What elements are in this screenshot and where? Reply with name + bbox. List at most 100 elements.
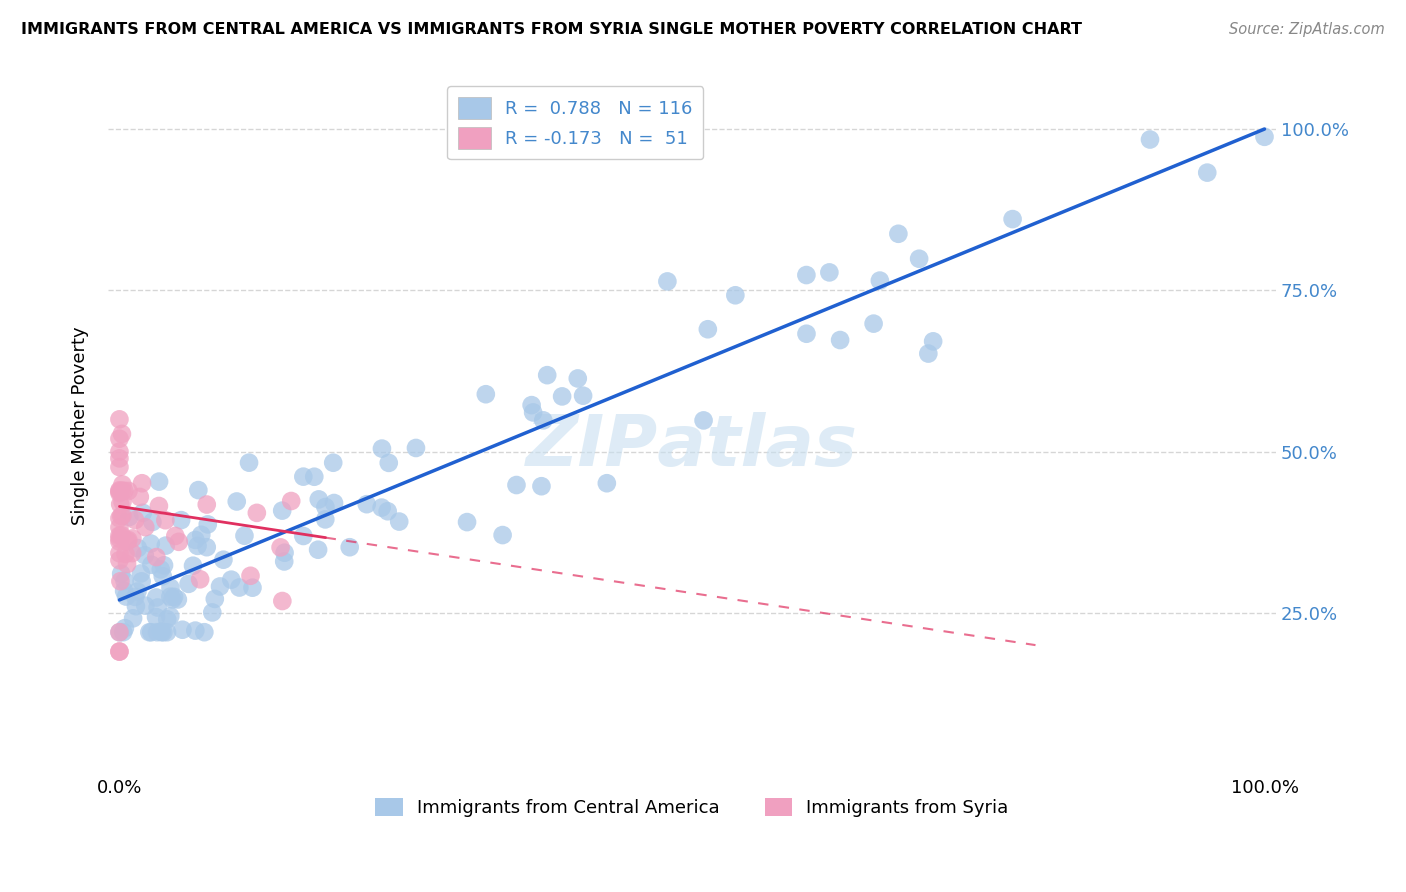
Point	[271, 503, 294, 517]
Point	[187, 539, 209, 553]
Point	[818, 265, 841, 279]
Point	[108, 451, 131, 466]
Point	[146, 625, 169, 640]
Point	[124, 513, 146, 527]
Point	[128, 490, 150, 504]
Point	[117, 534, 139, 549]
Point	[292, 469, 315, 483]
Point	[377, 456, 399, 470]
Point	[197, 517, 219, 532]
Point	[273, 554, 295, 568]
Point	[129, 566, 152, 581]
Point	[110, 574, 132, 589]
Point	[221, 573, 243, 587]
Point	[131, 476, 153, 491]
Point	[184, 624, 207, 638]
Point	[127, 541, 149, 555]
Point	[114, 621, 136, 635]
Point	[242, 581, 264, 595]
Point	[134, 599, 156, 613]
Point	[292, 529, 315, 543]
Point	[193, 625, 215, 640]
Point	[184, 533, 207, 547]
Point	[307, 542, 329, 557]
Point	[141, 625, 163, 640]
Point	[110, 566, 132, 581]
Point	[370, 500, 392, 515]
Point	[108, 460, 131, 475]
Point	[112, 625, 135, 640]
Point	[572, 389, 595, 403]
Point	[124, 590, 146, 604]
Point	[153, 558, 176, 573]
Point	[188, 572, 211, 586]
Point	[108, 625, 131, 640]
Point	[456, 515, 478, 529]
Text: IMMIGRANTS FROM CENTRAL AMERICA VS IMMIGRANTS FROM SYRIA SINGLE MOTHER POVERTY C: IMMIGRANTS FROM CENTRAL AMERICA VS IMMIG…	[21, 22, 1083, 37]
Point	[567, 371, 589, 385]
Point	[692, 413, 714, 427]
Point	[475, 387, 498, 401]
Point	[212, 552, 235, 566]
Point	[152, 569, 174, 583]
Point	[112, 483, 135, 498]
Point	[228, 581, 250, 595]
Point	[167, 534, 190, 549]
Point	[1253, 129, 1275, 144]
Point	[356, 497, 378, 511]
Point	[111, 477, 134, 491]
Point	[917, 346, 939, 360]
Point	[108, 532, 131, 546]
Point	[108, 511, 131, 525]
Point	[208, 579, 231, 593]
Point	[149, 624, 172, 639]
Point	[225, 494, 247, 508]
Point	[195, 540, 218, 554]
Point	[152, 625, 174, 640]
Point	[146, 600, 169, 615]
Point	[111, 426, 134, 441]
Point	[165, 529, 187, 543]
Text: Source: ZipAtlas.com: Source: ZipAtlas.com	[1229, 22, 1385, 37]
Point	[869, 274, 891, 288]
Point	[141, 558, 163, 572]
Point	[172, 623, 194, 637]
Point	[520, 398, 543, 412]
Point	[134, 548, 156, 562]
Point	[177, 577, 200, 591]
Point	[170, 513, 193, 527]
Point	[112, 583, 135, 598]
Point	[159, 590, 181, 604]
Point	[121, 532, 143, 546]
Point	[127, 584, 149, 599]
Point	[125, 599, 148, 614]
Point	[922, 334, 945, 349]
Point	[145, 591, 167, 605]
Point	[551, 389, 574, 403]
Point	[162, 592, 184, 607]
Point	[536, 368, 558, 383]
Point	[111, 483, 134, 498]
Point	[155, 539, 177, 553]
Point	[159, 609, 181, 624]
Point	[114, 547, 136, 561]
Point	[117, 483, 139, 498]
Point	[156, 612, 179, 626]
Point	[122, 611, 145, 625]
Point	[1197, 166, 1219, 180]
Point	[111, 494, 134, 508]
Point	[862, 317, 884, 331]
Point	[371, 442, 394, 456]
Point	[150, 625, 173, 640]
Y-axis label: Single Mother Poverty: Single Mother Poverty	[72, 326, 89, 525]
Point	[121, 546, 143, 560]
Point	[131, 574, 153, 589]
Point	[108, 534, 131, 549]
Point	[108, 520, 131, 534]
Point	[108, 484, 131, 499]
Point	[163, 590, 186, 604]
Point	[108, 553, 131, 567]
Point	[117, 533, 139, 547]
Point	[149, 562, 172, 576]
Point	[108, 483, 131, 498]
